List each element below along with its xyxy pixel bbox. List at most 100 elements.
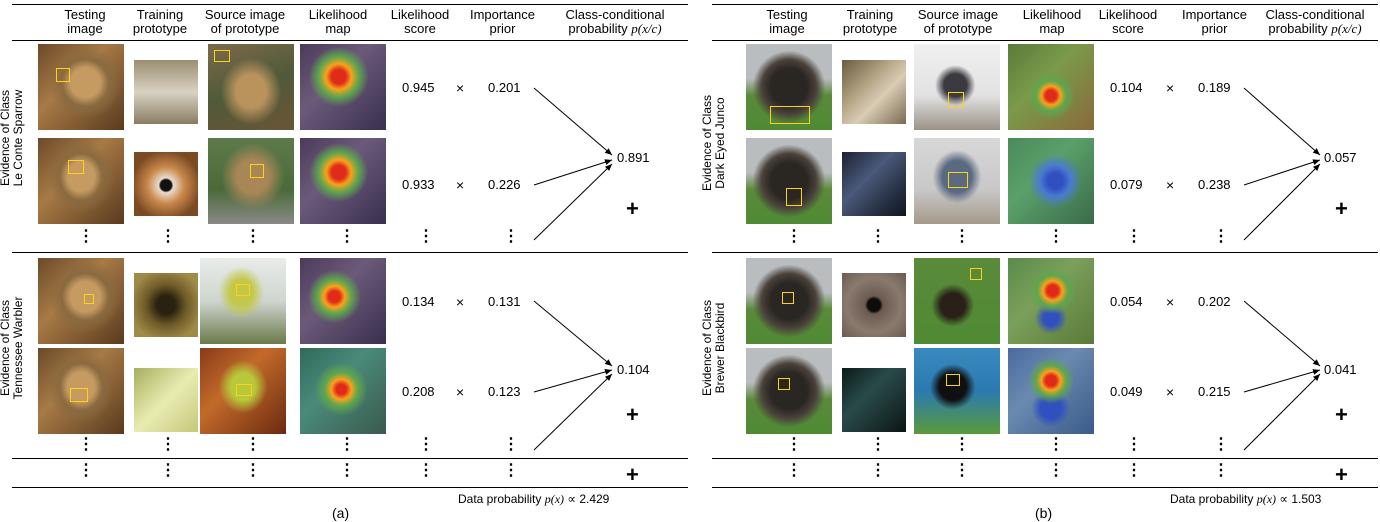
header-source-image: Source image of prototype (204, 7, 286, 36)
importance-prior: 0.202 (1198, 294, 1231, 309)
plus-symbol: + (1335, 462, 1348, 487)
header-training-prototype: Training prototype (842, 7, 898, 36)
likelihood-map-heatmap (1008, 258, 1094, 344)
likelihood-map-heatmap (1008, 348, 1094, 434)
top-rule (12, 4, 688, 5)
source-image-blackbird (914, 258, 1000, 344)
importance-prior: 0.131 (488, 294, 521, 309)
prototype-bounding-box (946, 374, 960, 386)
continuation-dots: ⋮ (954, 436, 970, 453)
source-image-warbler (200, 258, 286, 344)
arrow (1243, 300, 1321, 367)
source-image-junco (914, 44, 1000, 130)
header-testing-image: Testing image (766, 7, 808, 36)
group-divider (712, 252, 1378, 253)
continuation-dots: ⋮ (418, 462, 434, 479)
testing-image-sparrow (38, 348, 124, 434)
training-prototype-patch (134, 368, 198, 432)
continuation-dots: ⋮ (954, 228, 970, 245)
continuation-dots: ⋮ (339, 436, 355, 453)
prototype-bounding-box (782, 292, 794, 304)
header-class-conditional: Class-conditional probability p(x/c) (565, 7, 665, 36)
training-prototype-patch (134, 60, 198, 124)
panel-caption: (b) (1035, 505, 1053, 521)
group-divider (712, 458, 1378, 459)
continuation-dots: ⋮ (245, 436, 261, 453)
continuation-dots: ⋮ (78, 436, 94, 453)
continuation-dots: ⋮ (160, 436, 176, 453)
header-source-image: Source image of prototype (917, 7, 999, 36)
continuation-dots: ⋮ (503, 228, 519, 245)
likelihood-map-heatmap (300, 348, 386, 434)
continuation-dots: ⋮ (339, 462, 355, 479)
source-image-blackbird (914, 348, 1000, 434)
class-probability-result: 0.041 (1324, 362, 1357, 377)
plus-symbol: + (1335, 402, 1348, 427)
arrow (533, 373, 613, 451)
times-symbol: × (456, 294, 465, 310)
class-probability-result: 0.104 (617, 362, 650, 377)
testing-image-sparrow (38, 44, 124, 130)
training-prototype-patch (134, 152, 198, 216)
prototype-bounding-box (970, 268, 982, 280)
arrow (533, 369, 613, 393)
plus-symbol: + (626, 196, 639, 221)
continuation-dots: ⋮ (1048, 436, 1064, 453)
continuation-dots: ⋮ (78, 462, 94, 479)
continuation-dots: ⋮ (1048, 228, 1064, 245)
arrow (1243, 369, 1321, 393)
bottom-rule (712, 487, 1378, 488)
continuation-dots: ⋮ (78, 228, 94, 245)
arrow (533, 159, 613, 186)
importance-prior: 0.189 (1198, 80, 1231, 95)
times-symbol: × (1166, 294, 1175, 310)
continuation-dots: ⋮ (1126, 462, 1142, 479)
likelihood-map-heatmap (300, 258, 386, 344)
likelihood-map-heatmap (300, 44, 386, 130)
source-image-warbler (200, 348, 286, 434)
testing-image-dog (746, 138, 832, 224)
arrow (1243, 87, 1321, 156)
header-importance-prior: Importance prior (469, 7, 536, 36)
testing-image-sparrow (38, 138, 124, 224)
prototype-bounding-box (84, 294, 94, 304)
header-training-prototype: Training prototype (132, 7, 188, 36)
times-symbol: × (1166, 177, 1175, 193)
testing-image-dog (746, 348, 832, 434)
group-divider (12, 252, 688, 253)
plus-symbol: + (626, 402, 639, 427)
continuation-dots: ⋮ (786, 228, 802, 245)
training-prototype-patch (842, 273, 906, 337)
continuation-dots: ⋮ (786, 436, 802, 453)
header-rule (12, 40, 688, 41)
likelihood-score: 0.933 (402, 177, 435, 192)
prototype-bounding-box (250, 164, 264, 178)
continuation-dots: ⋮ (954, 462, 970, 479)
training-prototype-patch (842, 152, 906, 216)
plus-symbol: + (626, 462, 639, 487)
times-symbol: × (456, 177, 465, 193)
arrow (1243, 373, 1321, 451)
arrow (533, 87, 613, 156)
continuation-dots: ⋮ (503, 436, 519, 453)
continuation-dots: ⋮ (245, 462, 261, 479)
class-probability-result: 0.891 (617, 150, 650, 165)
training-prototype-patch (134, 273, 198, 337)
likelihood-map-heatmap (1008, 138, 1094, 224)
likelihood-score: 0.104 (1110, 80, 1143, 95)
continuation-dots: ⋮ (418, 228, 434, 245)
header-importance-prior: Importance prior (1181, 7, 1248, 36)
continuation-dots: ⋮ (245, 228, 261, 245)
importance-prior: 0.238 (1198, 177, 1231, 192)
continuation-dots: ⋮ (870, 436, 886, 453)
importance-prior: 0.201 (488, 80, 521, 95)
continuation-dots: ⋮ (870, 228, 886, 245)
likelihood-score: 0.945 (402, 80, 435, 95)
importance-prior: 0.215 (1198, 384, 1231, 399)
likelihood-score: 0.208 (402, 384, 435, 399)
header-rule (712, 40, 1378, 41)
prototype-bounding-box (948, 92, 964, 108)
top-rule (712, 4, 1378, 5)
continuation-dots: ⋮ (418, 436, 434, 453)
prototype-bounding-box (786, 188, 802, 206)
